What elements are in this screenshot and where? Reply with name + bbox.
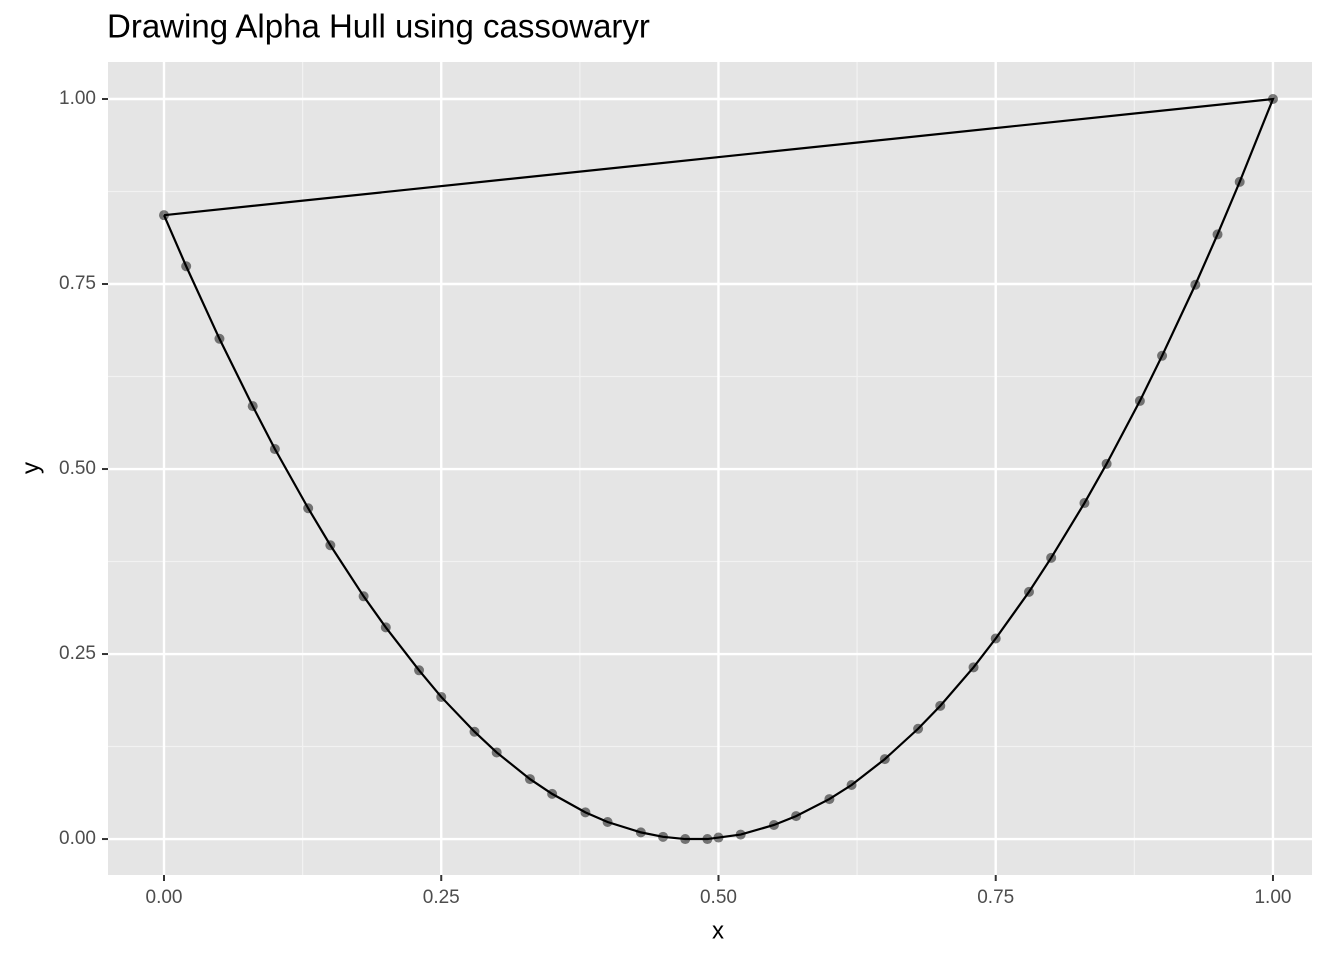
x-tick-label: 0.75 [977, 887, 1014, 908]
y-tick-label: 0.25 [59, 643, 96, 664]
y-tick-label: 1.00 [59, 88, 96, 109]
hull-line [162, 97, 1275, 841]
y-tick-label: 0.75 [59, 273, 96, 294]
x-tick-label: 0.00 [146, 887, 183, 908]
x-tick-label: 0.25 [423, 887, 460, 908]
x-tick-label: 0.50 [700, 887, 737, 908]
y-tick-label: 0.50 [59, 458, 96, 479]
x-tick-label: 1.00 [1254, 887, 1291, 908]
x-axis-title: x [712, 917, 724, 944]
chart-title: Drawing Alpha Hull using cassowaryr [107, 8, 650, 45]
y-axis-title: y [17, 462, 44, 474]
y-tick-label: 0.00 [59, 828, 96, 849]
